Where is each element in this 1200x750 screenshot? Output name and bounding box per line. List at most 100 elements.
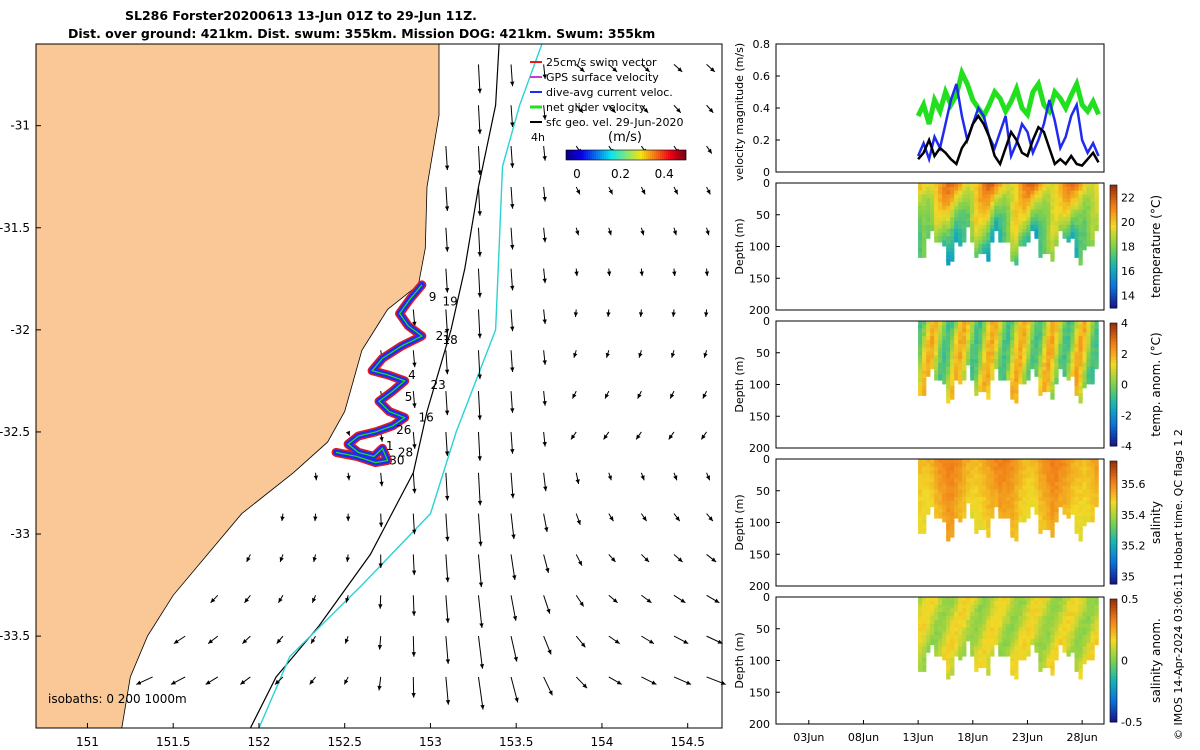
heatmap-cell [1066, 336, 1071, 343]
heatmap-cell [1010, 520, 1015, 527]
heatmap-cell [926, 462, 931, 470]
heatmap-cell [1006, 638, 1011, 646]
heatmap-cell [1086, 654, 1091, 661]
heatmap-cell [934, 221, 939, 228]
heatmap-cell [958, 198, 963, 205]
heatmap-cell [1042, 340, 1047, 347]
geo-velocity-arrowhead [309, 679, 315, 685]
heatmap-cell [1006, 493, 1011, 500]
heatmap-cell [1090, 340, 1095, 347]
heatmap-cell [926, 332, 931, 339]
heatmap-cell [1006, 608, 1011, 615]
heatmap-cell [918, 336, 923, 343]
heatmap-cell [1046, 202, 1051, 209]
heatmap-cell [1034, 508, 1039, 515]
heatmap-cell [966, 478, 971, 485]
heatmap-cell [1050, 485, 1055, 492]
colorbar-cell [1110, 654, 1117, 658]
heatmap-cell [922, 382, 927, 389]
colorbar-cell [1110, 298, 1117, 303]
heatmap-cell [1006, 508, 1011, 515]
heatmap-cell [938, 202, 943, 209]
heatmap-cell [1002, 183, 1007, 190]
heatmap-cell [1070, 635, 1075, 642]
heatmap-cell [1066, 232, 1071, 239]
heatmap-cell [1074, 474, 1079, 481]
heatmap-cell [1070, 328, 1075, 335]
geo-velocity-arrowhead [344, 679, 349, 685]
x-tick-label: 151.5 [156, 735, 190, 749]
net-glider-track [335, 284, 424, 464]
heatmap-cell [1074, 251, 1079, 258]
colorbar-cell [1110, 485, 1117, 490]
heatmap-cell [954, 224, 959, 232]
heatmap-cell [950, 232, 955, 239]
heatmap-cell [1054, 324, 1059, 332]
heatmap-cell [922, 623, 927, 630]
heatmap-cell [1078, 627, 1083, 634]
heatmap-cell [1022, 347, 1027, 354]
heatmap-cell [954, 343, 959, 351]
heatmap-cell [1066, 650, 1071, 657]
heatmap-cell [998, 508, 1003, 515]
geo-velocity-arrowhead [708, 107, 714, 113]
heatmap-cell [962, 489, 967, 496]
heatmap-cell [1050, 627, 1055, 634]
heatmap-cell [982, 462, 987, 470]
heatmap-cell [1050, 240, 1055, 247]
heatmap-cell [982, 359, 987, 366]
heatmap-cell [958, 217, 963, 224]
heatmap-cell [926, 355, 931, 362]
heatmap-cell [922, 221, 927, 228]
heatmap-cell [1022, 355, 1027, 362]
heatmap-cell [974, 224, 979, 232]
heatmap-cell [942, 209, 947, 216]
heatmap-cell [934, 604, 939, 611]
heatmap-cell [950, 209, 955, 216]
heatmap-cell [1066, 485, 1071, 492]
heatmap-cell [974, 202, 979, 209]
heatmap-cell [978, 512, 983, 519]
heatmap-cell [958, 497, 963, 504]
heatmap-cell [922, 362, 927, 370]
heatmap-cell [986, 366, 991, 373]
geo-velocity-arrowhead [543, 486, 548, 492]
geo-velocity-arrowhead [477, 333, 482, 339]
heatmap-cell [1078, 523, 1083, 531]
heatmap-cell [1034, 324, 1039, 332]
colorbar-cell [1110, 718, 1117, 723]
heatmap-cell [1074, 462, 1079, 470]
heatmap-cell [982, 198, 987, 205]
heatmap-cell [1062, 228, 1067, 235]
heatmap-cell [1030, 462, 1035, 470]
heatmap-cell [1038, 508, 1043, 515]
heatmap-cell [990, 489, 995, 496]
heatmap-cell [1082, 485, 1087, 492]
heatmap-cell [986, 608, 991, 615]
heatmap-cell [990, 597, 995, 604]
heatmap-cell [950, 389, 955, 396]
heatmap-cell [1058, 489, 1063, 496]
heatmap-cell [978, 224, 983, 232]
heatmap-cell [1002, 627, 1007, 634]
heatmap-cell [1042, 485, 1047, 492]
heatmap-cell [1054, 512, 1059, 519]
heatmap-cell [926, 186, 931, 194]
heatmap-cell [1066, 359, 1071, 366]
heatmap-cell [922, 232, 927, 239]
heatmap-cell [1074, 646, 1079, 653]
heatmap-cell [1058, 474, 1063, 481]
heatmap-cell [1038, 351, 1043, 358]
geo-velocity-arrowhead [542, 237, 547, 243]
heatmap-cell [962, 466, 967, 473]
heatmap-cell [1078, 654, 1083, 661]
heatmap-cell [938, 481, 943, 489]
heatmap-cell [1042, 385, 1047, 393]
heatmap-cell [1046, 493, 1051, 500]
geo-velocity-arrowhead [412, 488, 417, 494]
heatmap-cell [946, 635, 951, 642]
heatmap-cell [958, 355, 963, 362]
heatmap-cell [974, 385, 979, 393]
geo-velocity-arrow [477, 309, 481, 339]
heatmap-cell [1074, 236, 1079, 243]
